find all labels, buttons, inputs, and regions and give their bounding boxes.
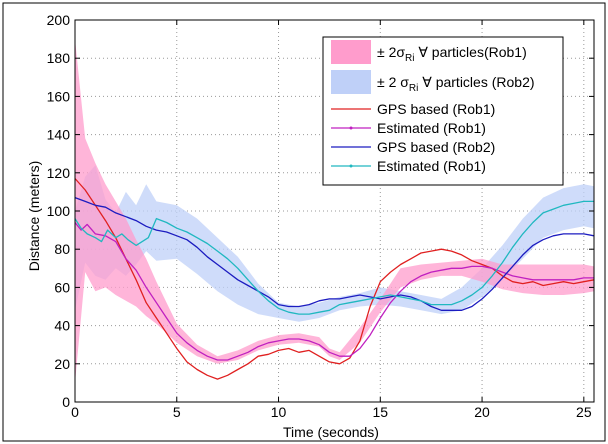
x-tick-label: 0 <box>71 404 79 420</box>
series-line <box>74 178 595 380</box>
legend-label: GPS based (Rob2) <box>377 139 495 155</box>
y-tick-label: 40 <box>54 318 70 334</box>
x-axis-label: Time (seconds) <box>283 424 379 440</box>
confidence-band <box>75 165 594 322</box>
legend-label: GPS based (Rob1) <box>377 101 495 117</box>
legend-marker <box>349 164 353 168</box>
y-tick-label: 80 <box>54 241 70 257</box>
x-tick-label: 25 <box>576 404 592 420</box>
y-tick-label: 160 <box>47 88 71 104</box>
y-tick-label: 200 <box>47 12 71 28</box>
y-axis-label: Distance (meters) <box>26 161 42 271</box>
x-tick-label: 5 <box>173 404 181 420</box>
y-tick-label: 60 <box>54 279 70 295</box>
y-tick-label: 100 <box>47 203 71 219</box>
series-lines <box>74 178 595 380</box>
legend: ± 2σRi ∀ particles(Rob1) ± 2 σRi ∀ partic… <box>322 36 564 186</box>
series-line <box>74 200 594 315</box>
y-tick-label: 180 <box>47 50 71 66</box>
legend-swatch <box>331 70 371 94</box>
legend-label: Estimated (Rob1) <box>377 120 486 136</box>
legend-label: ± 2 σRi ∀ particles (Rob2) <box>377 74 535 94</box>
y-tick-label: 120 <box>47 165 71 181</box>
y-tick-label: 0 <box>62 394 70 410</box>
x-tick-label: 15 <box>373 404 389 420</box>
x-tick-label: 20 <box>474 404 490 420</box>
axis-ticks: 0 5 10 15 20 25 0 20 40 60 80 100 120 140 160 180 200 <box>47 12 594 420</box>
x-tick-label: 10 <box>271 404 287 420</box>
legend-swatch <box>331 40 371 64</box>
legend-marker <box>349 126 353 130</box>
legend-label: ± 2σRi ∀ particles(Rob1) <box>377 44 527 64</box>
y-tick-label: 140 <box>47 127 71 143</box>
legend-label: Estimated (Rob1) <box>377 158 486 174</box>
y-tick-label: 20 <box>54 356 70 372</box>
confidence-bands <box>75 39 594 383</box>
series-line <box>74 196 595 311</box>
